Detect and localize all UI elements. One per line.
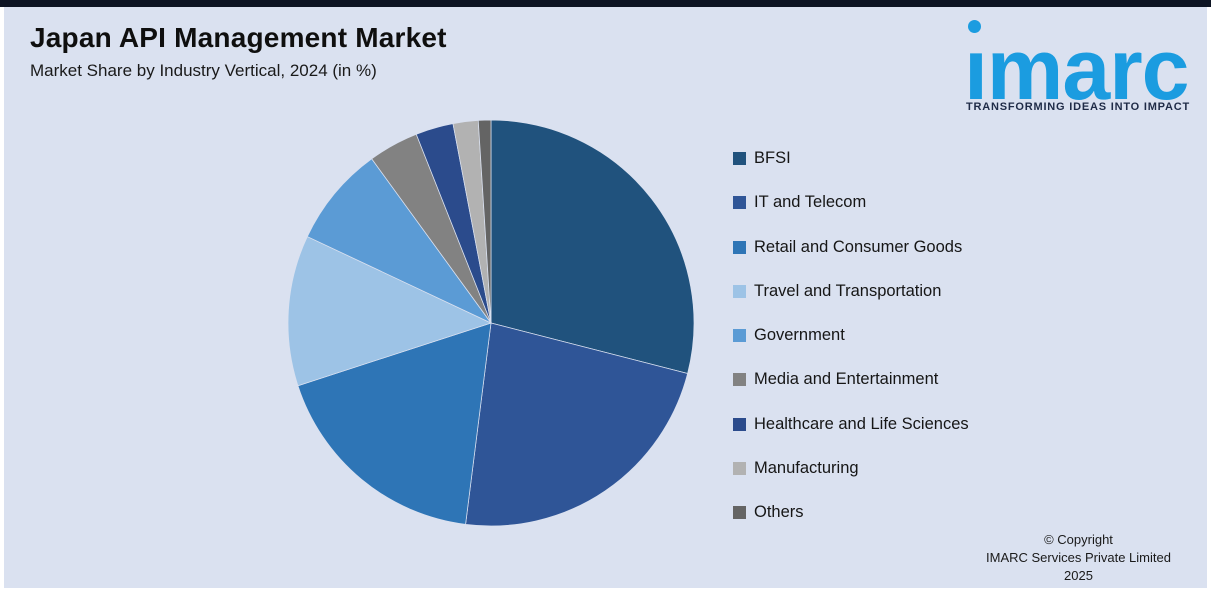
imarc-tagline: TRANSFORMING IDEAS INTO IMPACT [965,101,1191,113]
legend-item-bfsi: BFSI [733,146,969,171]
legend-swatch-icon [733,462,746,476]
imarc-logo: ımarc TRANSFORMING IDEAS INTO IMPACT [964,12,1192,114]
legend-item-healthcare-and-life-sciences: Healthcare and Life Sciences [733,412,969,437]
legend-label: IT and Telecom [754,193,867,212]
legend-swatch-icon [733,373,746,387]
legend-swatch-icon [733,417,746,431]
legend-item-retail-and-consumer-goods: Retail and Consumer Goods [733,235,969,260]
imarc-wordmark: ımarc [964,22,1189,118]
legend-label: Government [754,326,845,345]
pie-chart [288,120,694,526]
pie-slice-retail-and-consumer-goods [297,322,492,525]
legend-swatch-icon [733,240,746,254]
legend-swatch-icon [733,152,746,165]
pie-slice-travel-and-transportation [288,236,493,387]
legend-label: BFSI [754,149,791,167]
page-subtitle: Market Share by Industry Vertical, 2024 … [30,61,377,80]
legend-label: Retail and Consumer Goods [754,237,963,256]
legend-label: Media and Entertainment [754,370,939,389]
legend-label: Healthcare and Life Sciences [754,414,969,433]
copyright-notice: © Copyright IMARC Services Private Limit… [971,531,1186,585]
legend: BFSI IT and Telecom Retail and Consumer Go… [733,146,969,525]
legend-swatch-icon [733,506,746,520]
top-accent-bar [0,0,1211,7]
copyright-line-2: IMARC Services Private Limited 2025 [986,550,1171,583]
legend-swatch-icon [733,196,746,210]
legend-label: Manufacturing [754,459,859,478]
legend-item-media-and-entertainment: Media and Entertainment [733,367,969,392]
pie-slice-others [477,120,492,324]
copyright-line-1: © Copyright [1044,532,1113,547]
imarc-logo-dot-icon [968,20,981,33]
legend-item-it-and-telecom: IT and Telecom [733,190,969,215]
legend-item-others: Others [733,500,969,525]
legend-swatch-icon [733,329,746,343]
pie-slice-government [306,158,492,324]
pie-slice-it-and-telecom [465,322,689,526]
legend-label: Travel and Transportation [754,281,942,300]
pie-slice-bfsi [490,120,694,374]
legend-item-travel-and-transportation: Travel and Transportation [733,279,969,304]
page-title: Japan API Management Market [30,22,447,53]
legend-swatch-icon [733,284,746,298]
legend-item-manufacturing: Manufacturing [733,456,969,481]
legend-item-government: Government [733,323,969,348]
legend-label: Others [754,503,804,522]
